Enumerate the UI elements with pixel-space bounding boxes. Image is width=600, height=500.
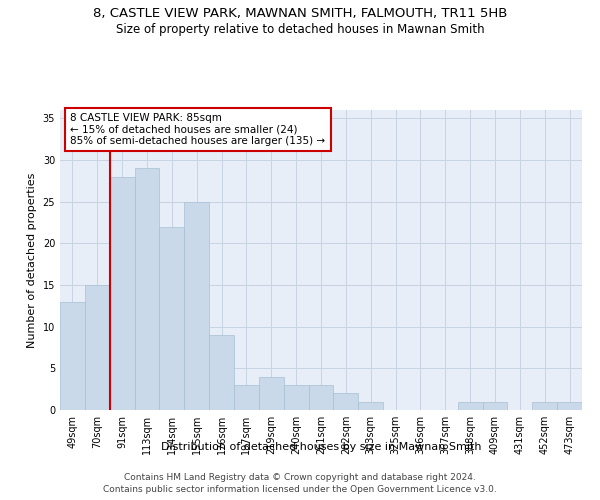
Text: Contains public sector information licensed under the Open Government Licence v3: Contains public sector information licen… [103, 485, 497, 494]
Bar [85, 285, 110, 410]
Bar [259, 376, 284, 410]
Text: 8 CASTLE VIEW PARK: 85sqm
← 15% of detached houses are smaller (24)
85% of semi-: 8 CASTLE VIEW PARK: 85sqm ← 15% of detac… [70, 113, 326, 146]
Bar [532, 402, 557, 410]
Bar [334, 394, 358, 410]
Bar [234, 385, 259, 410]
Bar [482, 402, 508, 410]
Text: Distribution of detached houses by size in Mawnan Smith: Distribution of detached houses by size … [161, 442, 481, 452]
Bar [284, 385, 308, 410]
Text: Contains HM Land Registry data © Crown copyright and database right 2024.: Contains HM Land Registry data © Crown c… [124, 472, 476, 482]
Bar [60, 302, 85, 410]
Bar [308, 385, 334, 410]
Bar [557, 402, 582, 410]
Bar [110, 176, 134, 410]
Bar [458, 402, 482, 410]
Y-axis label: Number of detached properties: Number of detached properties [27, 172, 37, 348]
Text: Size of property relative to detached houses in Mawnan Smith: Size of property relative to detached ho… [116, 22, 484, 36]
Text: 8, CASTLE VIEW PARK, MAWNAN SMITH, FALMOUTH, TR11 5HB: 8, CASTLE VIEW PARK, MAWNAN SMITH, FALMO… [93, 8, 507, 20]
Bar [160, 226, 184, 410]
Bar [209, 335, 234, 410]
Bar [358, 402, 383, 410]
Bar [184, 202, 209, 410]
Bar [134, 168, 160, 410]
